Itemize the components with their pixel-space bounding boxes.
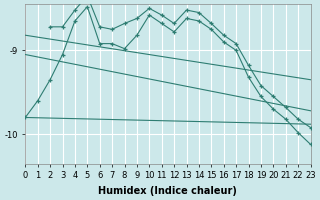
X-axis label: Humidex (Indice chaleur): Humidex (Indice chaleur) [99, 186, 237, 196]
